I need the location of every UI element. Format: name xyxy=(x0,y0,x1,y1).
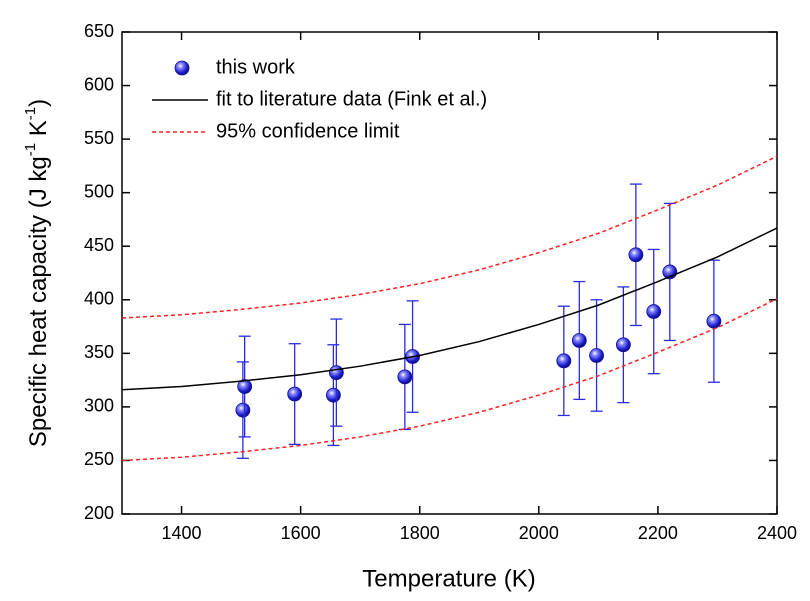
confidence-lower xyxy=(121,298,778,462)
data-point xyxy=(235,402,251,418)
x-tick-label: 1600 xyxy=(281,523,321,543)
legend-marker xyxy=(174,60,190,76)
plot-frame xyxy=(121,31,778,515)
data-point xyxy=(589,348,604,363)
data-point xyxy=(237,379,253,394)
data-point xyxy=(615,337,631,353)
y-label-sup: -1 xyxy=(22,143,39,156)
y-label-text: Specific heat capacity (J kg xyxy=(25,156,52,447)
fit-line xyxy=(121,227,778,391)
y-label-text: ) xyxy=(25,99,52,107)
y-label-sup: -1 xyxy=(22,107,39,120)
data-point xyxy=(628,247,644,263)
data-point xyxy=(328,365,344,381)
x-tick-label: 1800 xyxy=(400,523,440,543)
data-point xyxy=(556,353,572,369)
y-tick-label: 200 xyxy=(84,503,114,523)
y-tick-label: 600 xyxy=(84,74,114,94)
data-point xyxy=(706,313,722,329)
legend-label: fit to literature data (Fink et al.) xyxy=(216,88,487,110)
data-point xyxy=(571,333,587,348)
y-tick-label: 400 xyxy=(84,289,114,309)
legend-label: 95% confidence limit xyxy=(216,120,400,142)
data-point xyxy=(325,387,341,403)
x-tick-label: 1400 xyxy=(162,523,202,543)
confidence-upper xyxy=(121,155,778,319)
y-tick-label: 450 xyxy=(84,235,114,255)
y-tick-label: 550 xyxy=(84,128,114,148)
data-point xyxy=(287,386,303,402)
y-tick-label: 500 xyxy=(84,181,114,201)
x-tick-label: 2000 xyxy=(519,523,559,543)
y-axis-label: Specific heat capacity (J kg-1 K-1) xyxy=(22,99,52,447)
x-tick-label: 2400 xyxy=(757,523,797,543)
data-point xyxy=(397,369,413,385)
legend-label: this work xyxy=(216,56,296,78)
x-axis-label: Temperature (K) xyxy=(362,565,535,592)
x-tick-label: 2200 xyxy=(638,523,678,543)
y-label-text: K xyxy=(25,120,52,143)
y-tick-label: 650 xyxy=(84,21,114,41)
y-tick-label: 250 xyxy=(84,449,114,469)
data-point xyxy=(646,304,662,319)
y-tick-label: 300 xyxy=(84,396,114,416)
y-tick-label: 350 xyxy=(84,342,114,362)
